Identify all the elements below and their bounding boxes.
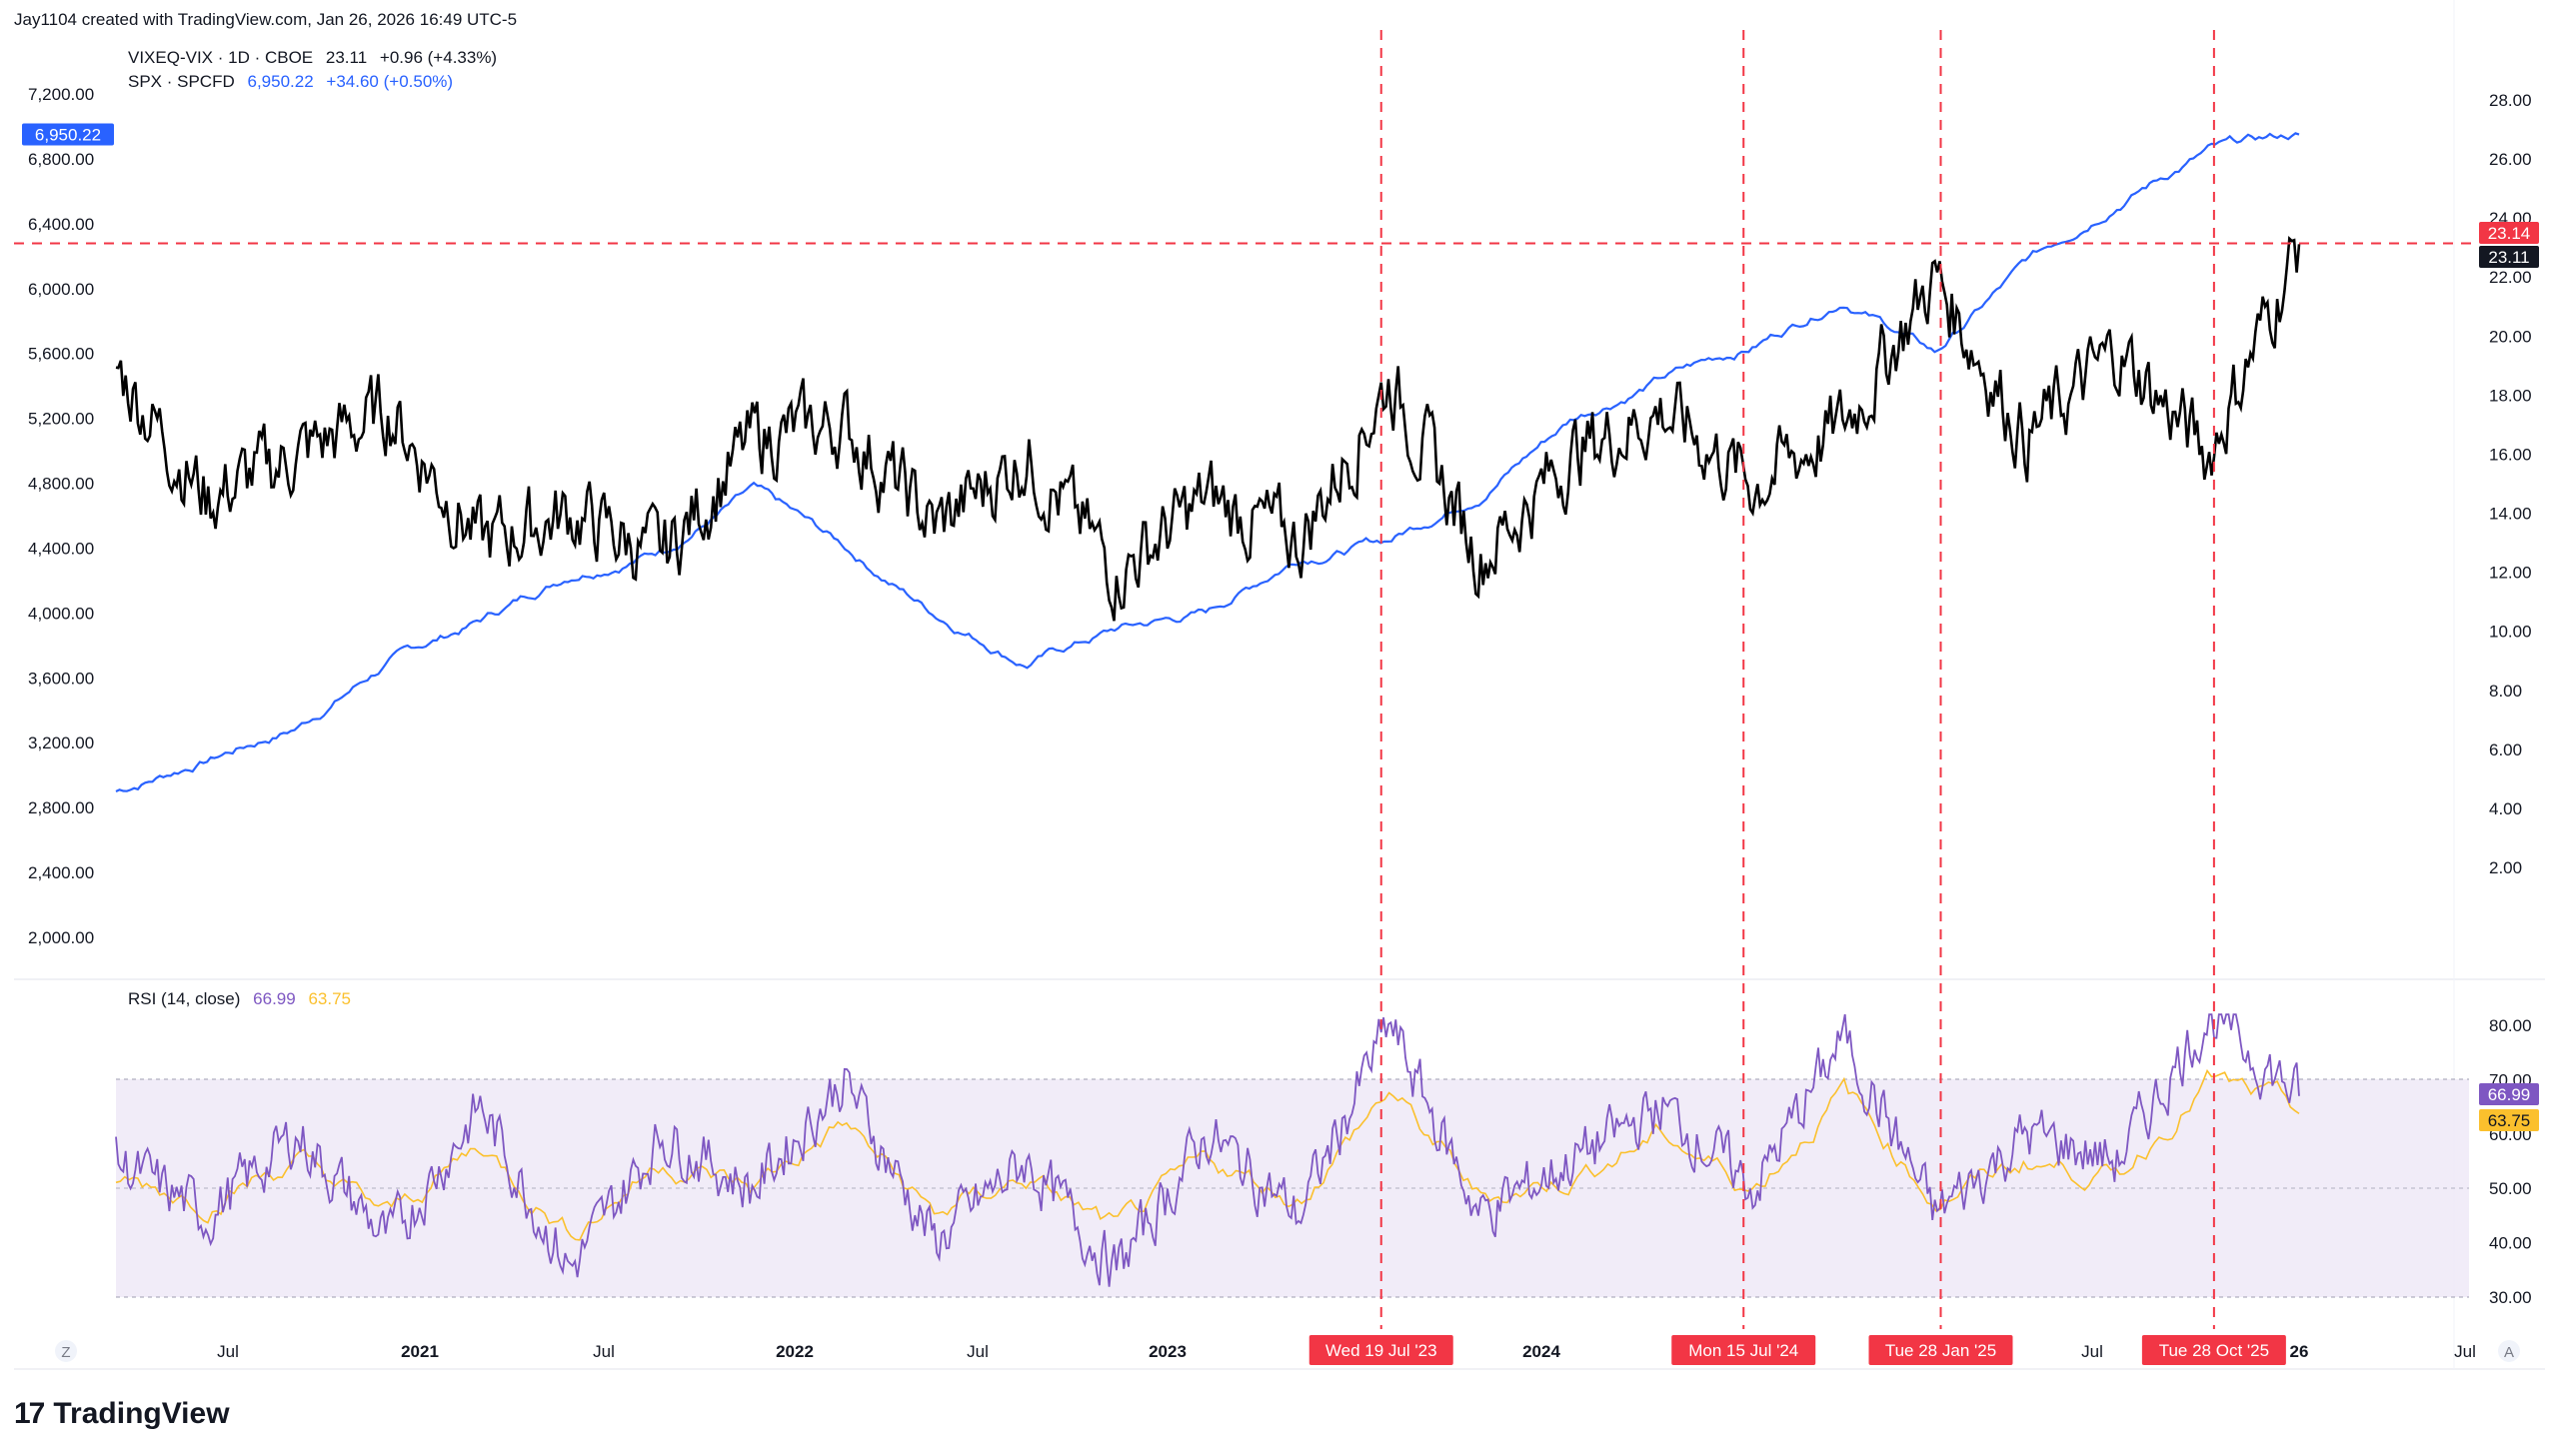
vix-series-line [115,235,2301,622]
time-axis-tick-label: 26 [2290,1342,2309,1361]
right-axis-tick-label: 28.00 [2489,91,2532,110]
left-axis-tick-label: 2,800.00 [28,798,94,817]
rsi-ma-last-badge: 63.75 [2479,1109,2539,1131]
vix-last-badge: 23.11 [2479,246,2539,268]
left-axis-tick-label: 3,200.00 [28,733,94,752]
event-date-badge [1671,1335,1816,1365]
rsi-axis-tick-label: 50.00 [2489,1179,2532,1198]
time-axis-tick-label: 2021 [401,1342,439,1361]
rsi-ma-last-value: 63.75 [2488,1111,2531,1130]
legend-vix-symbol: VIXEQ-VIX · 1D · CBOE [128,48,314,67]
time-axis-tick-label: Jul [593,1342,615,1361]
rsi-last-badge: 66.99 [2479,1083,2539,1105]
tradingview-logo-icon: 17 [14,1397,45,1430]
rsi-axis-tick-label: 40.00 [2489,1234,2532,1253]
event-date-badge [2141,1335,2286,1365]
right-axis-tick-label: 8.00 [2489,682,2522,701]
right-axis-tick-label: 12.00 [2489,564,2532,583]
right-axis-tick-label: 10.00 [2489,623,2532,642]
legend-vix-change: +0.96 (+4.33%) [379,48,498,67]
left-axis-tick-label: 2,400.00 [28,863,94,882]
rsi-last-value: 66.99 [2488,1085,2531,1104]
left-axis-tick-label: 4,800.00 [28,475,94,494]
left-axis-tick-label: 5,200.00 [28,410,94,429]
left-axis-tick-label: 7,200.00 [28,85,94,104]
legend-vix-value: 23.11 [325,48,368,67]
left-axis-tick-label: 6,800.00 [28,150,94,169]
rsi-ma-line [115,1068,2300,1241]
spx-series-line [115,132,2300,792]
time-axis-tick-label: Jul [2454,1342,2476,1361]
legend-spx: SPX · SPCFD 6,950.22 +34.60 (+0.50%) [128,72,461,92]
hline-value: 23.14 [2488,224,2531,243]
left-axis-tick-label: 2,000.00 [28,928,94,947]
right-axis-tick-label: 4.00 [2489,799,2522,818]
legend-rsi-ma-value: 63.75 [308,989,351,1008]
rsi-axis-tick-label: 30.00 [2489,1288,2532,1307]
z-button-label: Z [61,1344,70,1361]
time-axis[interactable]: Jul 2021 Jul 2022 Jul 2023 2024 Jul 26 Jul [217,1342,2476,1361]
left-price-axis[interactable]: 7,200.00 6,800.00 6,400.00 6,000.00 5,600.00… [28,85,94,947]
event-date-label: Mon 15 Jul '24 [1688,1341,1798,1360]
time-axis-tick-label: Jul [217,1342,239,1361]
time-axis-tick-label: 2023 [1149,1342,1187,1361]
left-axis-tick-label: 4,400.00 [28,539,94,558]
event-markers[interactable]: Wed 19 Jul '23 Mon 15 Jul '24 Tue 28 Jan '… [1308,30,2286,1365]
left-axis-tick-label: 6,000.00 [28,280,94,299]
chart-credit: Jay1104 created with TradingView.com, Ja… [14,10,518,29]
spx-last-badge: 6,950.22 [22,123,114,146]
time-axis-tick-label: 2022 [776,1342,814,1361]
vix-last-value: 23.11 [2488,248,2529,267]
a-button-label: A [2504,1344,2514,1361]
right-axis-tick-label: 22.00 [2489,268,2532,287]
spx-last-value: 6,950.22 [35,126,101,145]
right-axis-tick-label: 2.00 [2489,858,2522,877]
auto-scale-a-button[interactable]: A [2498,1340,2520,1362]
event-date-label: Wed 19 Jul '23 [1325,1341,1437,1360]
rsi-axis-tick-label: 80.00 [2489,1016,2532,1035]
right-axis-tick-label: 16.00 [2489,445,2532,464]
event-date-label: Tue 28 Oct '25 [2159,1341,2269,1360]
right-axis-tick-label: 18.00 [2489,386,2532,405]
left-axis-tick-label: 3,600.00 [28,669,94,688]
legend-spx-change: +34.60 (+0.50%) [326,72,454,91]
rsi-line [115,1013,2300,1287]
right-axis-tick-label: 6.00 [2489,740,2522,759]
time-axis-tick-label: Jul [2081,1342,2103,1361]
tradingview-brand-text: TradingView [53,1397,230,1430]
legend-spx-symbol: SPX · SPCFD [128,72,235,91]
legend-rsi-value: 66.99 [253,989,296,1008]
event-date-badge [1308,1335,1453,1365]
legend-spx-value: 6,950.22 [247,72,314,91]
legend-rsi: RSI (14, close) 66.99 63.75 [128,989,359,1009]
right-price-axis[interactable]: 28.0026.0024.0022.0020.0018.0016.0014.00… [2489,91,2532,877]
time-axis-tick-label: Jul [967,1342,989,1361]
left-axis-tick-label: 6,400.00 [28,215,94,234]
auto-scale-z-button[interactable]: Z [55,1340,77,1362]
right-axis-tick-label: 14.00 [2489,505,2532,524]
legend-rsi-label: RSI (14, close) [128,989,241,1008]
right-axis-tick-label: 20.00 [2489,327,2532,346]
left-axis-tick-label: 5,600.00 [28,345,94,364]
tradingview-logo[interactable]: 17 TradingView [14,1397,230,1431]
right-axis-tick-label: 26.00 [2489,150,2532,169]
time-axis-tick-label: 2024 [1522,1342,1560,1361]
hline-badge: 23.14 [2479,222,2539,244]
left-axis-tick-label: 4,000.00 [28,604,94,623]
event-date-badge [1868,1335,2013,1365]
event-date-label: Tue 28 Jan '25 [1885,1341,1996,1360]
legend-vix: VIXEQ-VIX · 1D · CBOE 23.11 +0.96 (+4.33… [128,48,505,68]
